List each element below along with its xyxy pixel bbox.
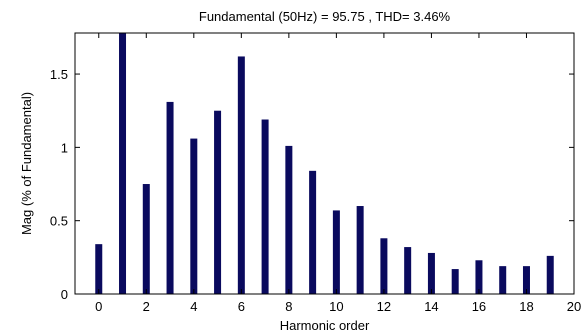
bar-harmonic-13 [404, 247, 411, 294]
bar-harmonic-6 [238, 56, 245, 294]
x-tick-label: 12 [377, 299, 391, 314]
bar-harmonic-4 [190, 139, 197, 294]
bar-harmonic-0 [95, 244, 102, 294]
x-tick-label: 6 [238, 299, 245, 314]
bar-harmonic-10 [333, 210, 340, 294]
chart-title: Fundamental (50Hz) = 95.75 , THD= 3.46% [199, 9, 451, 24]
y-tick-label: 1.5 [50, 67, 68, 82]
x-axis-label: Harmonic order [280, 318, 370, 333]
x-tick-label: 8 [285, 299, 292, 314]
bar-harmonic-19 [547, 256, 554, 294]
x-tick-label: 0 [95, 299, 102, 314]
bar-harmonic-5 [214, 111, 221, 294]
x-tick-label: 20 [567, 299, 581, 314]
bar-harmonic-3 [167, 102, 174, 294]
x-tick-label: 10 [329, 299, 343, 314]
bar-harmonic-14 [428, 253, 435, 294]
x-tick-label: 4 [190, 299, 197, 314]
bar-harmonic-9 [309, 171, 316, 294]
y-axis-label: Mag (% of Fundamental) [19, 92, 34, 235]
bar-harmonic-2 [143, 184, 150, 294]
bar-harmonic-1 [119, 33, 126, 294]
x-tick-label: 14 [424, 299, 438, 314]
bar-harmonic-17 [499, 266, 506, 294]
y-tick-label: 0 [61, 287, 68, 302]
x-tick-label: 18 [519, 299, 533, 314]
x-tick-label: 2 [143, 299, 150, 314]
bar-harmonic-16 [475, 260, 482, 294]
bar-harmonic-7 [262, 120, 269, 294]
plot-frame [75, 33, 574, 294]
y-tick-label: 1 [61, 140, 68, 155]
bar-harmonic-15 [452, 269, 459, 294]
bar-harmonic-12 [380, 238, 387, 294]
bar-harmonic-8 [285, 146, 292, 294]
x-tick-label: 16 [472, 299, 486, 314]
y-tick-label: 0.5 [50, 214, 68, 229]
bars-group [95, 33, 553, 294]
bar-harmonic-11 [357, 206, 364, 294]
